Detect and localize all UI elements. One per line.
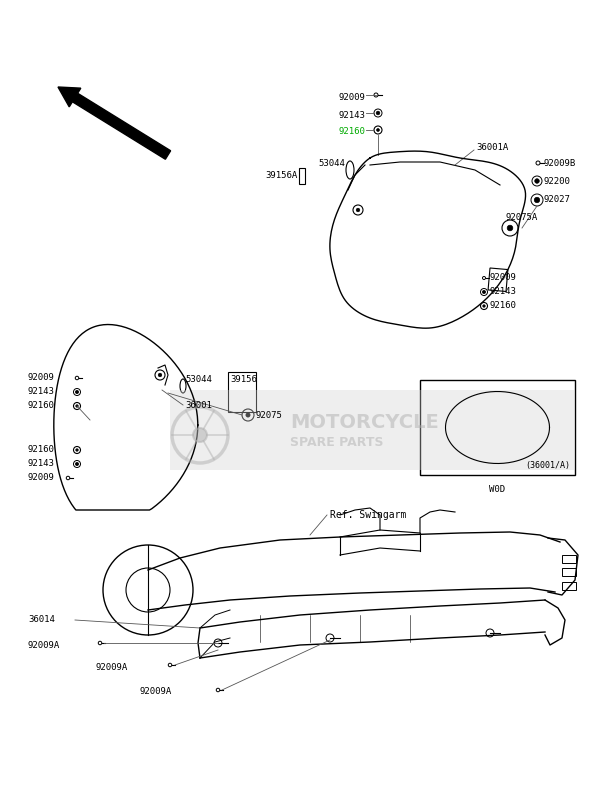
Bar: [562, 555, 576, 563]
Bar: [170, 390, 575, 470]
Text: 39156: 39156: [230, 376, 257, 384]
Text: 39156A: 39156A: [266, 170, 298, 180]
Text: W0D: W0D: [489, 485, 505, 494]
Circle shape: [534, 197, 540, 203]
Circle shape: [376, 129, 379, 131]
Circle shape: [507, 225, 513, 231]
Text: 92143: 92143: [490, 288, 517, 296]
Text: 92160: 92160: [490, 301, 517, 311]
Text: 92009: 92009: [490, 273, 517, 283]
Text: 92009B: 92009B: [543, 158, 575, 168]
Text: 92009A: 92009A: [95, 663, 127, 673]
Text: 92009: 92009: [28, 373, 55, 383]
Text: Ref. Swingarm: Ref. Swingarm: [330, 510, 406, 520]
Circle shape: [482, 290, 485, 293]
Text: SPARE PARTS: SPARE PARTS: [290, 436, 383, 450]
Text: 92160: 92160: [28, 402, 55, 411]
Text: 92075: 92075: [255, 411, 282, 419]
Text: 92143: 92143: [28, 459, 55, 468]
Text: (36001/A): (36001/A): [525, 461, 570, 470]
Text: 36001: 36001: [185, 400, 212, 410]
Text: 92143: 92143: [28, 388, 55, 396]
Circle shape: [76, 449, 78, 451]
Circle shape: [356, 209, 360, 212]
Circle shape: [535, 179, 540, 183]
Bar: [562, 568, 576, 576]
Text: 92027: 92027: [543, 196, 570, 205]
Circle shape: [75, 463, 78, 466]
FancyArrow shape: [58, 87, 171, 159]
Circle shape: [246, 413, 250, 417]
Bar: [562, 582, 576, 590]
Text: 53044: 53044: [185, 376, 212, 384]
Circle shape: [483, 304, 485, 308]
Text: 53044: 53044: [318, 158, 345, 168]
Circle shape: [76, 405, 78, 407]
Text: 92160: 92160: [338, 128, 365, 137]
Text: 36014: 36014: [28, 615, 55, 625]
Circle shape: [158, 373, 162, 377]
Text: 92075A: 92075A: [505, 213, 537, 222]
Text: 92200: 92200: [543, 177, 570, 185]
Text: 92009: 92009: [338, 93, 365, 101]
Bar: [488, 268, 508, 292]
Circle shape: [376, 111, 380, 115]
Text: 92009A: 92009A: [28, 641, 60, 650]
Text: 92160: 92160: [28, 446, 55, 455]
Text: 92143: 92143: [338, 110, 365, 120]
Bar: [420, 380, 575, 475]
Circle shape: [193, 428, 207, 442]
Circle shape: [75, 391, 78, 394]
Text: 92009: 92009: [28, 474, 55, 483]
Text: 36001A: 36001A: [476, 144, 508, 153]
Text: MOTORCYCLE: MOTORCYCLE: [290, 414, 439, 432]
Text: 92009A: 92009A: [140, 687, 172, 697]
Bar: [299, 168, 305, 184]
Bar: [228, 372, 256, 412]
